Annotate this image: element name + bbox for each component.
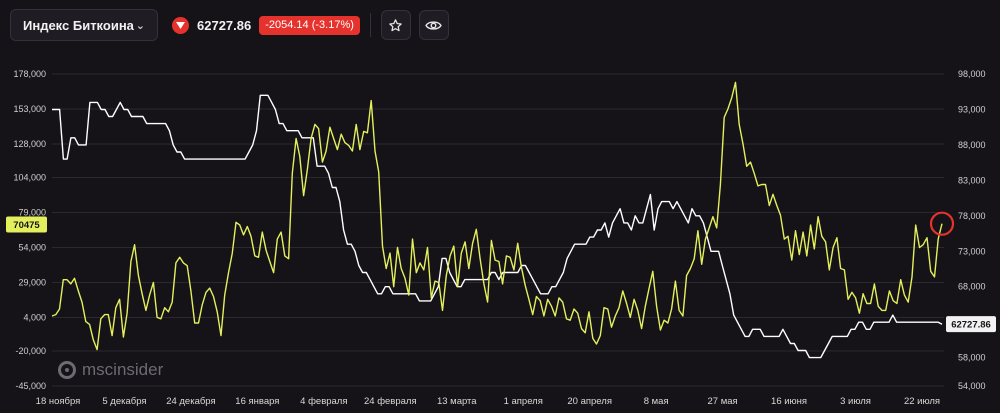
- right-tick-label: 68,000: [958, 282, 986, 292]
- visibility-button[interactable]: [418, 10, 449, 40]
- left-axis: 178,000 153,000 128,000 104,000 79,000 54,000…: [13, 69, 46, 391]
- star-icon: [389, 18, 403, 31]
- right-tick-label: 83,000: [958, 175, 986, 185]
- instrument-selector[interactable]: Индекс Биткоина ⌄: [10, 9, 158, 41]
- x-tick-label: 24 декабря: [166, 396, 215, 407]
- right-current-value-label: 62727.86: [951, 320, 991, 331]
- right-axis: 98,000 93,000 88,000 83,000 78,000 73,000 68,0…: [958, 69, 986, 391]
- left-tick-label: 4,000: [23, 312, 46, 322]
- x-tick-label: 18 ноября: [36, 396, 81, 407]
- x-tick-label: 16 января: [235, 396, 279, 407]
- price-group: 62727.86 -2054.14 (-3.17%): [172, 15, 360, 35]
- toolbar-divider: [369, 13, 371, 37]
- left-tick-label: 178,000: [13, 69, 46, 79]
- instrument-name: Индекс Биткоина: [23, 17, 134, 33]
- x-tick-label: 3 июля: [840, 396, 871, 407]
- right-tick-label: 54,000: [958, 381, 986, 391]
- x-tick-label: 16 июня: [771, 396, 807, 407]
- eye-icon: [425, 20, 443, 30]
- watermark-text: mscinsider: [82, 360, 164, 379]
- x-tick-label: 4 февраля: [300, 396, 347, 407]
- x-tick-label: 20 апреля: [567, 396, 612, 407]
- x-tick-label: 27 мая: [708, 396, 738, 407]
- current-price: 62727.86: [197, 17, 252, 33]
- latest-point-highlight: [929, 211, 955, 236]
- x-tick-label: 5 декабря: [102, 396, 146, 407]
- x-tick-label: 22 июля: [904, 396, 940, 407]
- favorite-button[interactable]: [380, 10, 411, 40]
- right-tick-label: 58,000: [958, 353, 986, 363]
- right-tick-label: 73,000: [958, 246, 986, 256]
- right-current-value-tag: 62727.86: [946, 316, 996, 333]
- price-change-badge: -2054.14 (-3.17%): [259, 15, 360, 35]
- x-tick-label: 1 апреля: [504, 396, 543, 407]
- left-tick-label: -45,000: [15, 381, 46, 391]
- chevron-down-icon: ⌄: [135, 19, 145, 32]
- right-tick-label: 93,000: [958, 104, 986, 114]
- chart-toolbar: Индекс Биткоина ⌄ 62727.86 -2054.14 (-3.…: [10, 8, 449, 42]
- left-tick-label: 79,000: [18, 208, 46, 218]
- left-axis-series-line: [51, 81, 943, 351]
- arrow-down-icon: [172, 16, 189, 34]
- right-tick-label: 88,000: [958, 140, 986, 150]
- right-axis-series-line: [52, 94, 943, 359]
- watermark: mscinsider: [58, 360, 163, 380]
- left-tick-label: 153,000: [13, 104, 46, 114]
- left-current-value-label: 70475: [13, 220, 40, 231]
- x-tick-label: 24 февраля: [364, 396, 417, 407]
- x-tick-label: 8 мая: [644, 396, 669, 407]
- x-tick-label: 13 марта: [437, 396, 477, 407]
- right-tick-label: 78,000: [958, 211, 986, 221]
- left-tick-label: -20,000: [15, 346, 46, 356]
- right-tick-label: 98,000: [958, 69, 986, 79]
- grid-lines: [52, 73, 944, 387]
- left-tick-label: 54,000: [18, 242, 46, 252]
- left-tick-label: 104,000: [13, 173, 46, 183]
- left-tick-label: 128,000: [13, 139, 46, 149]
- left-tick-label: 29,000: [18, 277, 46, 287]
- left-current-value-tag: 70475: [6, 216, 47, 233]
- watermark-logo-icon: [58, 361, 76, 379]
- x-axis: 18 ноября 5 декабря 24 декабря 16 января 4 ф…: [36, 396, 940, 407]
